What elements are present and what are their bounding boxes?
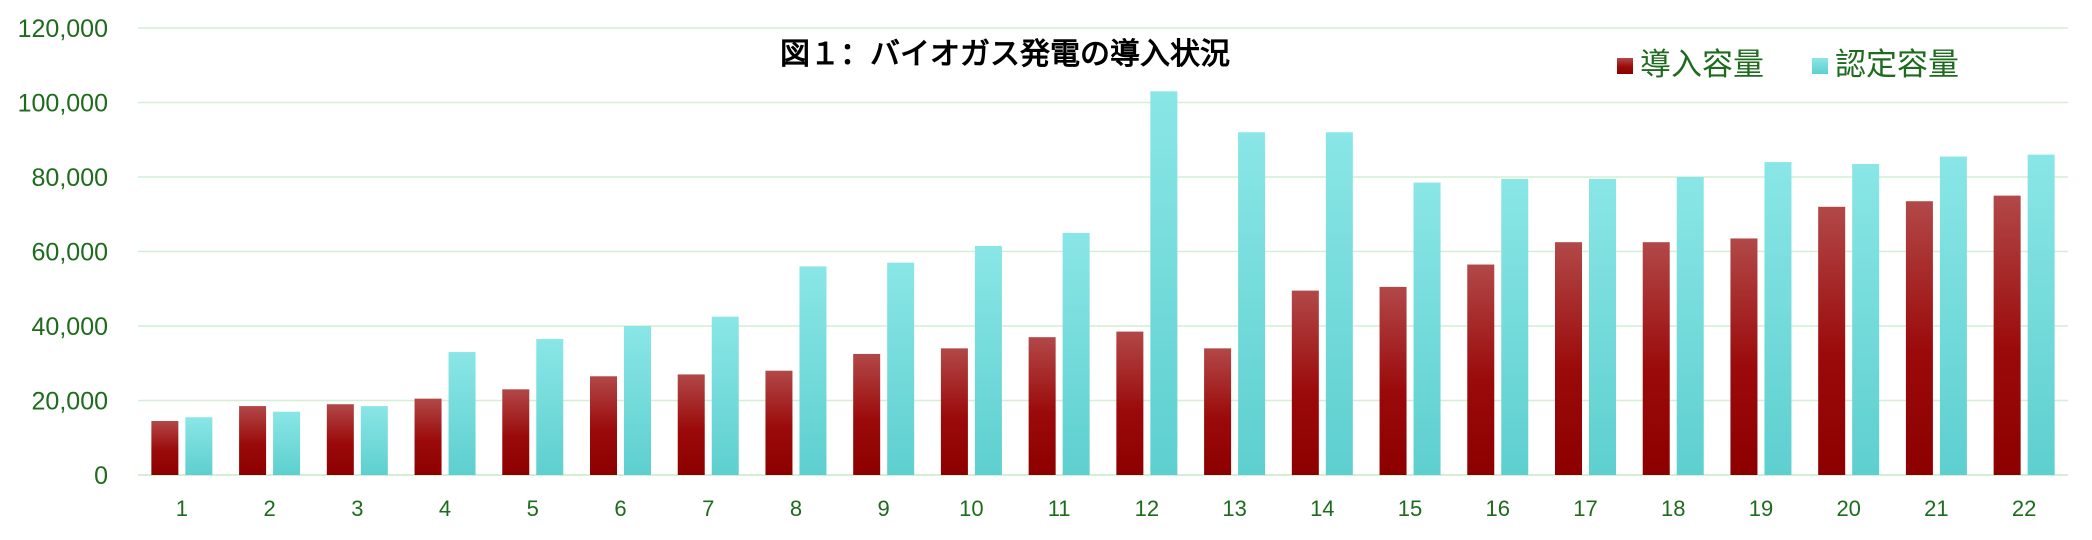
bar-series-1-cat-6 xyxy=(624,326,651,475)
bars xyxy=(151,91,2055,476)
chart-title: 図１：バイオガス発電の導入状況 xyxy=(780,37,1230,72)
legend-swatch-series-1 xyxy=(1812,58,1828,74)
bar-series-0-cat-19 xyxy=(1730,238,1758,475)
bar-series-1-cat-18 xyxy=(1676,177,1704,475)
x-tick-label: 4 xyxy=(439,496,451,521)
bar-series-0-cat-11 xyxy=(1028,337,1056,475)
bar-series-1-cat-5 xyxy=(536,339,564,475)
x-tick-label: 9 xyxy=(878,496,890,521)
bar-series-0-cat-7 xyxy=(677,374,705,475)
bar-series-1-cat-13 xyxy=(1238,132,1266,476)
x-tick-label: 15 xyxy=(1398,496,1422,521)
bar-series-0-cat-2 xyxy=(239,406,267,475)
bar-series-1-cat-22 xyxy=(2027,154,2055,475)
bar-series-0-cat-18 xyxy=(1642,242,1670,475)
x-tick-label: 22 xyxy=(2012,496,2036,521)
bar-series-0-cat-5 xyxy=(502,389,530,475)
bar-series-0-cat-10 xyxy=(940,348,968,475)
bar-series-0-cat-22 xyxy=(1993,195,2021,475)
legend-swatch-series-0 xyxy=(1617,58,1633,74)
x-tick-label: 7 xyxy=(702,496,714,521)
bar-series-0-cat-13 xyxy=(1204,348,1232,475)
y-tick-label: 0 xyxy=(94,462,108,490)
x-tick-label: 10 xyxy=(959,496,983,521)
y-tick-label: 60,000 xyxy=(32,239,108,267)
x-tick-label: 14 xyxy=(1310,496,1334,521)
x-tick-label: 17 xyxy=(1573,496,1597,521)
x-tick-label: 11 xyxy=(1048,496,1071,521)
x-tick-label: 6 xyxy=(614,496,626,521)
bar-series-0-cat-1 xyxy=(151,420,179,475)
bar-series-0-cat-4 xyxy=(414,398,442,475)
x-tick-label: 18 xyxy=(1661,496,1685,521)
x-tick-label: 16 xyxy=(1486,496,1510,521)
bar-series-1-cat-15 xyxy=(1413,182,1441,475)
bar-series-1-cat-11 xyxy=(1062,232,1090,475)
bar-series-1-cat-4 xyxy=(448,352,476,475)
x-tick-label: 20 xyxy=(1836,496,1860,521)
bar-series-1-cat-9 xyxy=(887,262,915,475)
bar-series-0-cat-3 xyxy=(326,404,354,475)
bar-series-1-cat-21 xyxy=(1939,156,1967,475)
bar-series-1-cat-19 xyxy=(1764,162,1792,475)
legend-label-series-1: 認定容量 xyxy=(1835,47,1959,83)
x-tick-label: 3 xyxy=(351,496,363,521)
bar-series-1-cat-8 xyxy=(799,266,827,475)
bar-series-1-cat-17 xyxy=(1589,178,1616,476)
bar-series-0-cat-21 xyxy=(1905,201,1933,475)
bar-series-1-cat-2 xyxy=(273,411,301,475)
y-axis-ticks: 0 20,000 40,000 60,000 80,000 100,000 120,000 xyxy=(18,15,108,490)
x-tick-label: 13 xyxy=(1222,496,1246,521)
x-tick-label: 1 xyxy=(176,496,188,521)
bar-series-1-cat-7 xyxy=(711,316,739,475)
x-tick-label: 21 xyxy=(1924,496,1948,521)
y-tick-label: 40,000 xyxy=(32,313,108,341)
y-tick-label: 120,000 xyxy=(18,15,108,43)
bar-series-0-cat-15 xyxy=(1379,286,1407,475)
bar-series-0-cat-20 xyxy=(1818,206,1846,476)
legend-label-series-0: 導入容量 xyxy=(1640,47,1764,83)
x-tick-label: 5 xyxy=(527,496,539,521)
bar-series-0-cat-17 xyxy=(1555,242,1582,475)
y-tick-label: 80,000 xyxy=(32,164,108,192)
x-tick-label: 8 xyxy=(790,496,802,521)
bar-series-0-cat-16 xyxy=(1467,264,1495,475)
x-tick-label: 12 xyxy=(1135,496,1159,521)
bar-series-1-cat-14 xyxy=(1325,132,1353,476)
bar-series-0-cat-12 xyxy=(1116,331,1144,475)
x-tick-label: 19 xyxy=(1749,496,1773,521)
legend: 導入容量 認定容量 xyxy=(1617,47,1959,83)
bar-series-1-cat-1 xyxy=(185,417,213,475)
y-tick-label: 20,000 xyxy=(32,388,108,416)
bar-series-0-cat-9 xyxy=(853,353,881,475)
bar-series-1-cat-16 xyxy=(1501,178,1529,476)
bar-series-1-cat-20 xyxy=(1852,163,1880,475)
bar-series-0-cat-8 xyxy=(765,370,793,475)
bar-series-1-cat-12 xyxy=(1150,91,1178,475)
bar-series-0-cat-6 xyxy=(590,376,617,475)
bar-series-1-cat-3 xyxy=(360,406,388,475)
y-tick-label: 100,000 xyxy=(18,90,108,118)
x-tick-label: 2 xyxy=(263,496,275,521)
bar-series-1-cat-10 xyxy=(974,245,1002,475)
x-axis-ticks: 1 2 3 4 5 6 7 8 9 10 11 12 13 14 15 16 17 18 19 20 21 22 xyxy=(176,496,2037,521)
bar-series-0-cat-14 xyxy=(1291,290,1319,475)
